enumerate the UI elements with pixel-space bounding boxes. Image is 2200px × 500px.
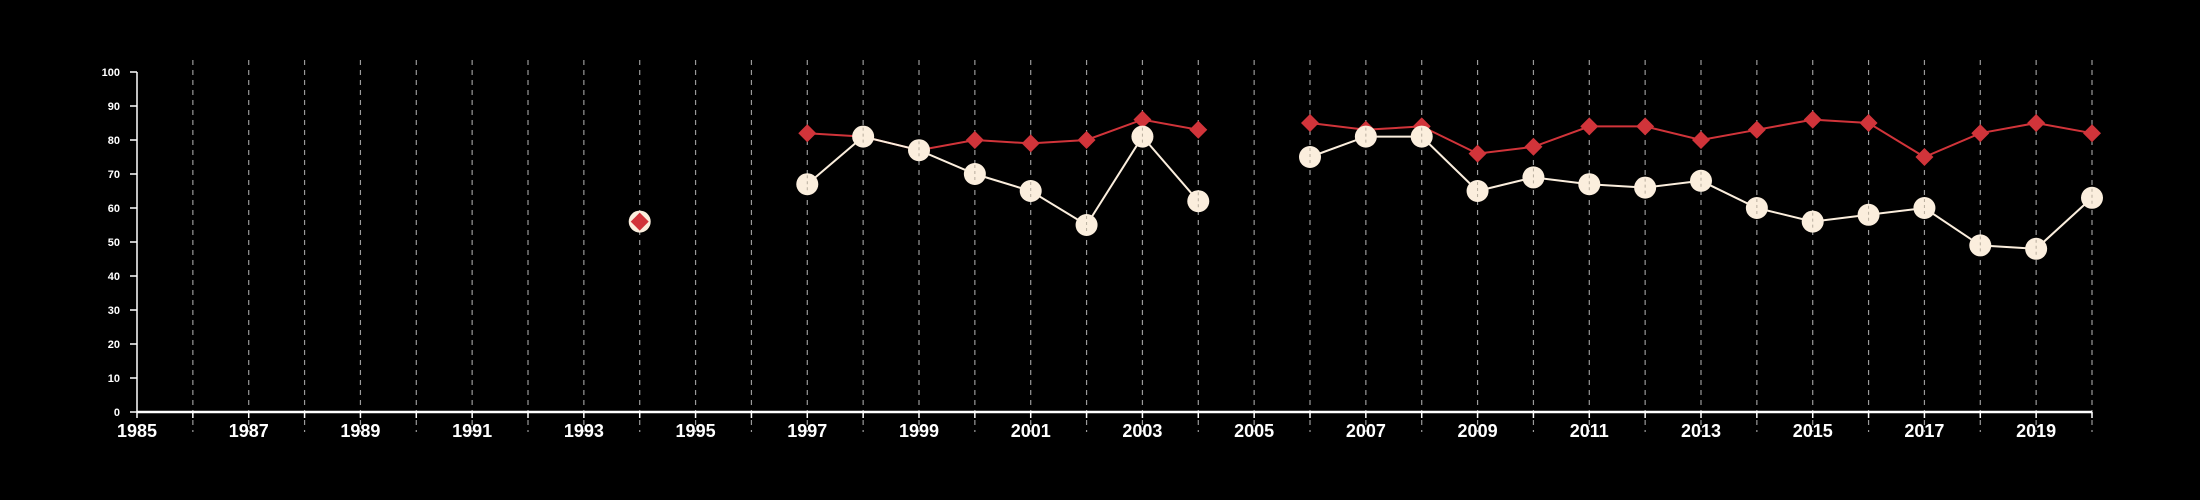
y-tick-label-0: 0 bbox=[114, 407, 120, 419]
red-point-2010 bbox=[1524, 137, 1543, 156]
y-tick-label-90: 90 bbox=[108, 101, 120, 113]
x-tick-label-1993: 1993 bbox=[564, 421, 604, 441]
x-tick-label-2013: 2013 bbox=[1681, 421, 1721, 441]
x-tick-label-2001: 2001 bbox=[1011, 421, 1051, 441]
red-point-2013 bbox=[1692, 131, 1710, 149]
red-point-1997 bbox=[798, 124, 817, 143]
x-tick-label-2019: 2019 bbox=[2016, 421, 2056, 441]
red-point-2019 bbox=[2027, 114, 2046, 132]
x-tick-label-1991: 1991 bbox=[452, 421, 492, 441]
y-tick-label-100: 100 bbox=[102, 67, 120, 79]
red-point-2003 bbox=[1133, 110, 1152, 129]
y-tick-label-70: 70 bbox=[108, 169, 120, 181]
red-point-1994 bbox=[630, 212, 649, 231]
red-point-2004 bbox=[1189, 120, 1208, 139]
x-tick-label-2005: 2005 bbox=[1234, 421, 1274, 441]
y-tick-label-50: 50 bbox=[108, 237, 120, 249]
x-tick-label-2015: 2015 bbox=[1793, 421, 1833, 441]
x-tick-label-1985: 1985 bbox=[117, 421, 157, 441]
red-point-2015 bbox=[1803, 110, 1822, 129]
red-point-2001 bbox=[1021, 134, 1040, 153]
red-point-2017 bbox=[1915, 148, 1934, 166]
y-tick-label-60: 60 bbox=[108, 203, 120, 215]
red-point-2012 bbox=[1636, 117, 1655, 136]
x-tick-label-2017: 2017 bbox=[1904, 421, 1944, 441]
y-tick-label-80: 80 bbox=[108, 135, 120, 147]
red-point-2020 bbox=[2083, 124, 2101, 143]
x-tick-label-1997: 1997 bbox=[787, 421, 827, 441]
red-point-2009 bbox=[1468, 144, 1487, 163]
x-tick-label-1989: 1989 bbox=[340, 421, 380, 441]
red-point-2002 bbox=[1077, 131, 1096, 149]
axes: 0 10 20 30 40 50 60 70 80 90 100 1985 1987 1989 1991 19… bbox=[102, 67, 2093, 441]
red-point-2014 bbox=[1747, 120, 1766, 139]
x-tick-label-1995: 1995 bbox=[676, 421, 716, 441]
red-point-2011 bbox=[1580, 117, 1599, 136]
x-tick-label-1987: 1987 bbox=[229, 421, 269, 441]
y-tick-label-40: 40 bbox=[108, 271, 120, 283]
red-point-2000 bbox=[965, 131, 984, 149]
y-tick-label-10: 10 bbox=[108, 373, 120, 385]
y-tick-label-20: 20 bbox=[108, 339, 120, 351]
x-tick-label-2009: 2009 bbox=[1458, 421, 1498, 441]
red-point-2006 bbox=[1301, 114, 1319, 132]
x-tick-label-1999: 1999 bbox=[899, 421, 939, 441]
red-point-2016 bbox=[1859, 114, 1878, 132]
red-point-2018 bbox=[1971, 124, 1990, 143]
x-tick-label-2011: 2011 bbox=[1570, 421, 1609, 441]
series-layer bbox=[628, 110, 2103, 260]
y-tick-label-30: 30 bbox=[108, 305, 120, 317]
x-tick-label-2003: 2003 bbox=[1122, 421, 1162, 441]
x-tick-label-2007: 2007 bbox=[1346, 421, 1386, 441]
